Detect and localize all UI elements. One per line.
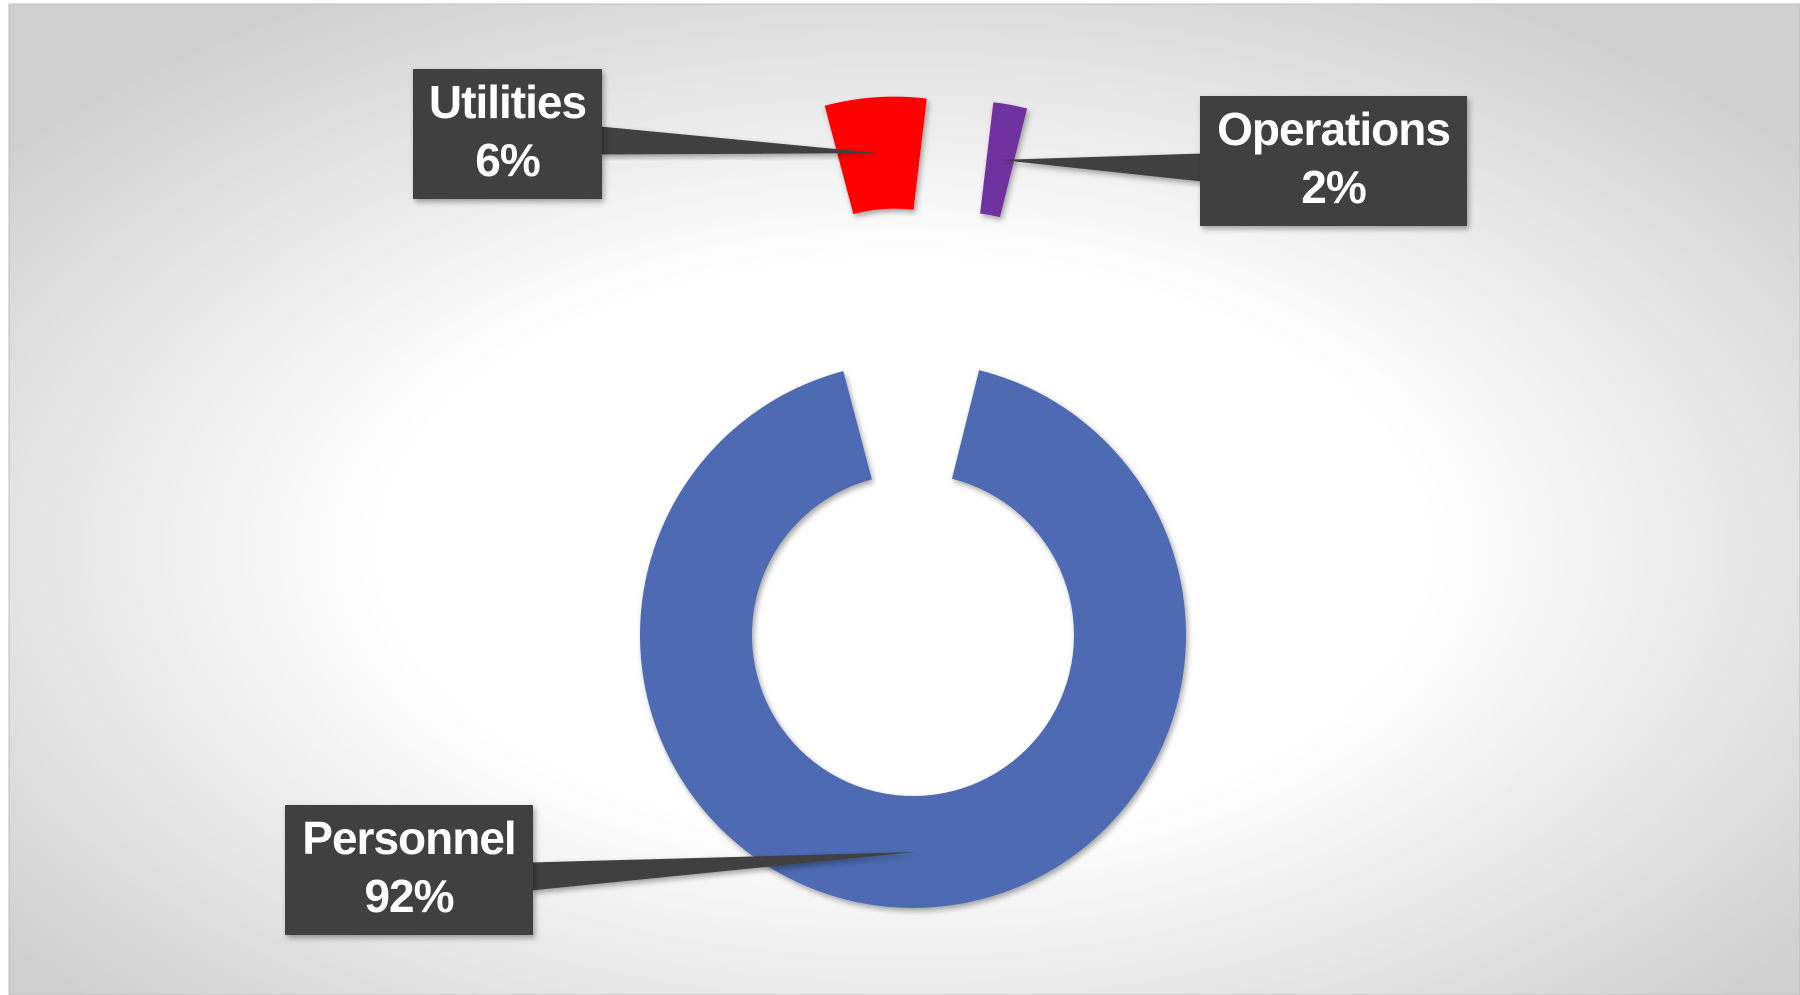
slices: [640, 96, 1186, 908]
category-label: Utilities: [429, 76, 586, 128]
label-box: [413, 69, 602, 199]
value-label: 6%: [475, 134, 540, 186]
donut-slice: [980, 102, 1028, 218]
labels: Personnel 92% Utilities 6% Operations 2%: [285, 69, 1467, 935]
callout-pointer: [600, 126, 880, 155]
label-box: [1200, 96, 1467, 226]
donut-slice: [640, 370, 1186, 908]
callout-pointer: [531, 851, 915, 891]
value-label: 92%: [364, 870, 453, 922]
donut-slice: [824, 96, 927, 214]
category-label: Operations: [1217, 103, 1450, 155]
callout-pointer: [1000, 153, 1202, 182]
value-label: 2%: [1301, 161, 1366, 213]
label-box: [285, 805, 533, 935]
category-label: Personnel: [302, 812, 515, 864]
